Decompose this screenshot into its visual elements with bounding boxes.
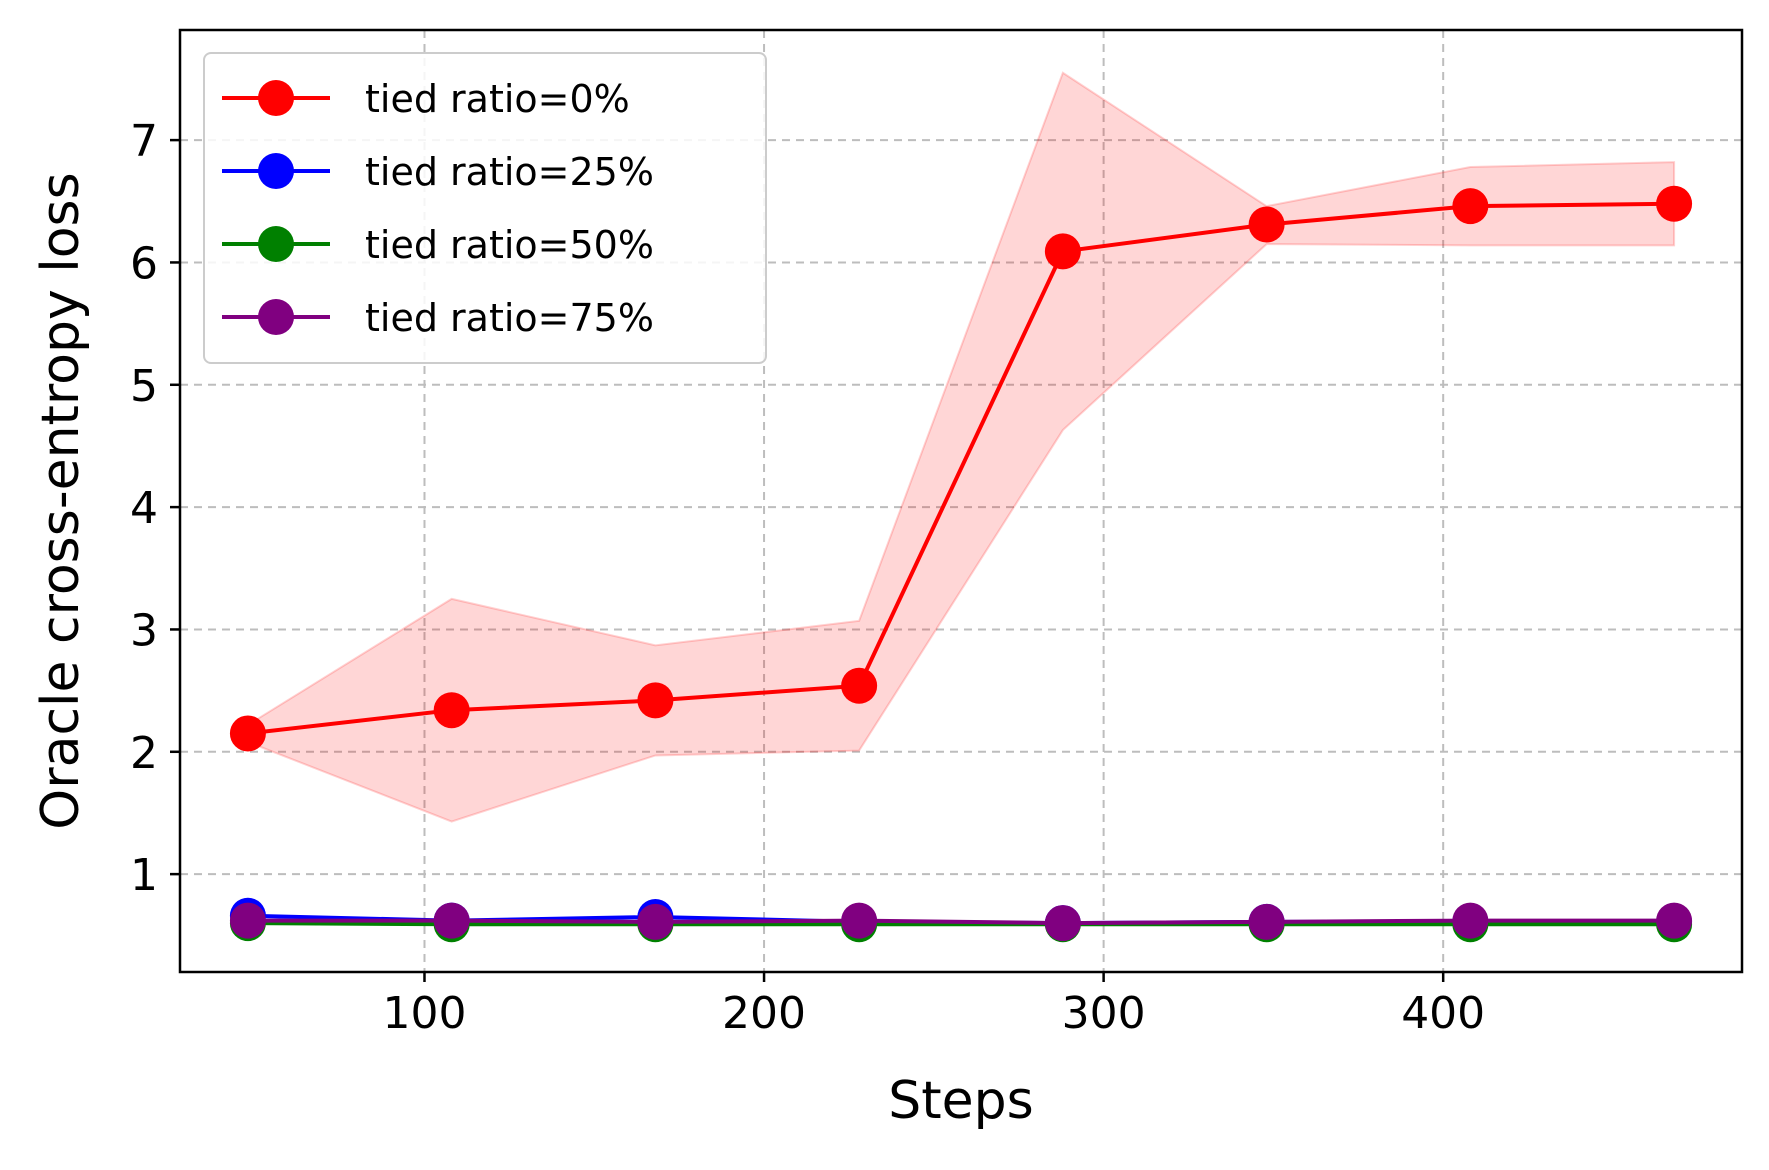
legend-item: tied ratio=75% (222, 296, 654, 340)
legend-label: tied ratio=25% (365, 150, 654, 194)
legend-marker (258, 226, 294, 262)
confidence-bands (246, 71, 1676, 823)
data-point (229, 902, 266, 939)
data-point (1044, 905, 1081, 942)
plot-frame (178, 28, 1744, 974)
data-point (1656, 902, 1693, 939)
x-tick-label: 400 (1401, 988, 1485, 1039)
x-tick-label: 100 (382, 988, 466, 1039)
data-point (1656, 185, 1693, 222)
data-point (1248, 206, 1285, 243)
data-point (841, 902, 878, 939)
x-axis-title: Steps (888, 1071, 1034, 1131)
y-tick-label: 5 (130, 361, 158, 412)
data-point (433, 692, 470, 729)
legend-label: tied ratio=50% (365, 223, 654, 267)
y-tick-label: 4 (130, 483, 158, 534)
data-point (1452, 902, 1489, 939)
data-point (637, 682, 674, 719)
data-point (1248, 903, 1285, 940)
y-tick-label: 7 (130, 116, 158, 167)
x-tick-label: 300 (1062, 988, 1146, 1039)
legend-marker (258, 153, 294, 189)
series (229, 185, 1693, 943)
axis-ticks: 100 200 300 400 1 2 3 4 5 6 7 (130, 116, 1485, 1039)
legend-marker (258, 80, 294, 116)
y-tick-label: 3 (130, 605, 158, 656)
y-tick-label: 2 (130, 728, 158, 779)
data-point (229, 715, 266, 752)
y-tick-label: 1 (130, 850, 158, 901)
data-point (637, 903, 674, 940)
legend-box (203, 52, 767, 364)
legend-item: tied ratio=0% (222, 77, 630, 121)
data-point (433, 902, 470, 939)
legend-item: tied ratio=50% (222, 223, 654, 267)
series-line (247, 921, 1675, 927)
x-tick-label: 200 (722, 988, 806, 1039)
series-3 (229, 902, 1693, 942)
legend-label: tied ratio=75% (365, 296, 654, 340)
confidence-band-0 (246, 71, 1676, 823)
legend-label: tied ratio=0% (365, 77, 630, 121)
y-axis-title: Oracle cross-entropy loss (31, 172, 91, 829)
data-point (841, 667, 878, 704)
series-line (247, 918, 1675, 926)
legend: tied ratio=0% tied ratio=25% tied ratio=50… (203, 52, 767, 364)
data-point (1044, 233, 1081, 270)
legend-item: tied ratio=25% (222, 150, 654, 194)
series-0 (229, 185, 1693, 752)
series-line (247, 201, 1675, 736)
legend-marker (258, 299, 294, 335)
data-point (1452, 188, 1489, 225)
y-tick-label: 6 (130, 238, 158, 289)
